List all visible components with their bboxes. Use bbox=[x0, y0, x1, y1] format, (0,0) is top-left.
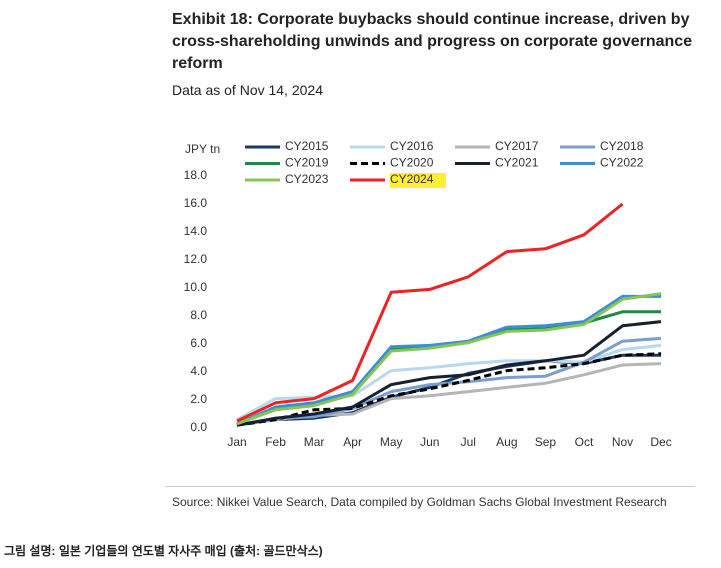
separator bbox=[165, 486, 695, 487]
y-tick-label: 6.0 bbox=[190, 336, 207, 350]
x-tick-label: Jan bbox=[227, 435, 246, 449]
line-series bbox=[236, 202, 624, 423]
x-tick-label: Dec bbox=[650, 435, 671, 449]
x-tick-label: Mar bbox=[304, 435, 325, 449]
x-tick-label: Nov bbox=[612, 435, 633, 449]
y-tick-label: 2.0 bbox=[190, 392, 207, 406]
x-tick-label: Aug bbox=[496, 435, 517, 449]
chart-title: Exhibit 18: Corporate buybacks should co… bbox=[172, 11, 693, 72]
y-tick-label: 18.0 bbox=[184, 168, 208, 182]
legend-label: CY2015 bbox=[285, 139, 329, 153]
source-note: Source: Nikkei Value Search, Data compil… bbox=[172, 495, 667, 509]
x-tick-label: Apr bbox=[343, 435, 362, 449]
y-tick-label: 12.0 bbox=[184, 252, 208, 266]
x-tick-label: Jul bbox=[461, 435, 476, 449]
line-series bbox=[236, 292, 662, 426]
legend-highlight bbox=[390, 173, 446, 188]
y-tick-label: 14.0 bbox=[184, 224, 208, 238]
x-tick-label: Jun bbox=[420, 435, 439, 449]
x-tick-label: May bbox=[380, 435, 403, 449]
y-tick-label: 4.0 bbox=[190, 364, 207, 378]
line-series bbox=[236, 336, 662, 427]
y-axis-label: JPY tn bbox=[185, 142, 220, 156]
caption: 그림 설명: 일본 기업들의 연도별 자사주 매입 (출처: 골드만삭스) bbox=[4, 544, 323, 558]
legend-label: CY2018 bbox=[600, 139, 644, 153]
y-tick-label: 8.0 bbox=[190, 308, 207, 322]
line-series bbox=[236, 320, 662, 427]
chart-subtitle: Data as of Nov 14, 2024 bbox=[172, 82, 323, 98]
chart: JPY tn 0.0 2.0 4.0 6.0 8.0 10.0 12.0 14.0 16.0 18… bbox=[184, 139, 672, 449]
legend-label: CY2022 bbox=[600, 156, 644, 170]
legend-label: CY2017 bbox=[495, 139, 539, 153]
x-tick-label: Feb bbox=[265, 435, 286, 449]
x-tick-label: Sep bbox=[535, 435, 557, 449]
legend-label: CY2024 bbox=[390, 172, 434, 186]
line-series bbox=[236, 294, 662, 426]
legend-label: CY2021 bbox=[495, 156, 539, 170]
line-series bbox=[236, 352, 662, 427]
y-tick-label: 0.0 bbox=[190, 420, 207, 434]
y-tick-label: 16.0 bbox=[184, 196, 208, 210]
legend-label: CY2019 bbox=[285, 156, 329, 170]
y-tick-label: 10.0 bbox=[184, 280, 208, 294]
x-tick-label: Oct bbox=[575, 435, 594, 449]
legend-label: CY2023 bbox=[285, 172, 329, 186]
legend-label: CY2020 bbox=[390, 156, 434, 170]
legend-label: CY2016 bbox=[390, 139, 434, 153]
